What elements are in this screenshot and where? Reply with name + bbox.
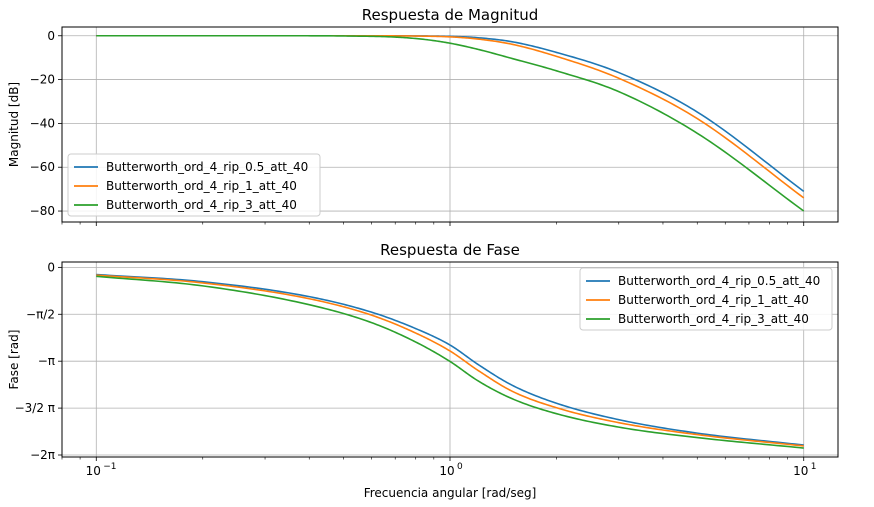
phase-xlabel: Frecuencia angular [rad/seg] — [364, 486, 537, 500]
y-tick-label: −80 — [30, 204, 55, 218]
y-tick-label: −60 — [30, 160, 55, 174]
y-tick-label: −20 — [30, 73, 55, 87]
x-tick-label: 10 — [439, 464, 454, 478]
y-tick-label: 0 — [47, 260, 55, 274]
magnitude-series — [96, 34, 805, 212]
legend-label-2: Butterworth_ord_4_rip_1_att_40 — [106, 179, 297, 193]
x-tick-exponent: 0 — [457, 462, 463, 472]
magnitude-ticks: 0 −20 −40 −60 −80 — [30, 29, 805, 226]
y-tick-label: −3/2 π — [15, 401, 55, 415]
x-tick-label: 10 — [86, 464, 101, 478]
x-tick-exponent: −1 — [103, 462, 116, 472]
series-line-3 — [96, 34, 805, 212]
magnitude-panel: 0 −20 −40 −60 −80 Respuesta de Magnitud Magn… — [7, 6, 839, 226]
phase-ylabel: Fase [rad] — [7, 330, 21, 390]
legend-box — [579, 267, 833, 331]
magnitude-title: Respuesta de Magnitud — [362, 6, 538, 24]
series-line-2 — [96, 274, 804, 447]
phase-title: Respuesta de Fase — [380, 241, 520, 259]
magnitude-ylabel: Magnitud [dB] — [7, 82, 21, 167]
legend-label-1: Butterworth_ord_4_rip_0.5_att_40 — [106, 160, 308, 174]
y-tick-label: −2π — [30, 448, 55, 462]
x-tick-exponent: 1 — [811, 462, 817, 472]
y-tick-label: 0 — [47, 29, 55, 43]
series-line-1 — [96, 273, 804, 446]
magnitude-legend: Butterworth_ord_4_rip_0.5_att_40 Butterwo… — [67, 153, 321, 217]
series-line-3 — [96, 275, 804, 449]
legend-label-2: Butterworth_ord_4_rip_1_att_40 — [618, 293, 809, 307]
phase-legend: Butterworth_ord_4_rip_0.5_att_40 Butterwo… — [579, 267, 833, 331]
legend-label-1: Butterworth_ord_4_rip_0.5_att_40 — [618, 274, 820, 288]
x-tick-label: 10 — [793, 464, 808, 478]
legend-box — [67, 153, 321, 217]
y-tick-label: −π/2 — [26, 307, 55, 321]
legend-label-3: Butterworth_ord_4_rip_3_att_40 — [618, 312, 809, 326]
y-tick-label: −π — [38, 354, 55, 368]
y-tick-label: −40 — [30, 116, 55, 130]
phase-series — [96, 273, 804, 449]
legend-label-3: Butterworth_ord_4_rip_3_att_40 — [106, 198, 297, 212]
